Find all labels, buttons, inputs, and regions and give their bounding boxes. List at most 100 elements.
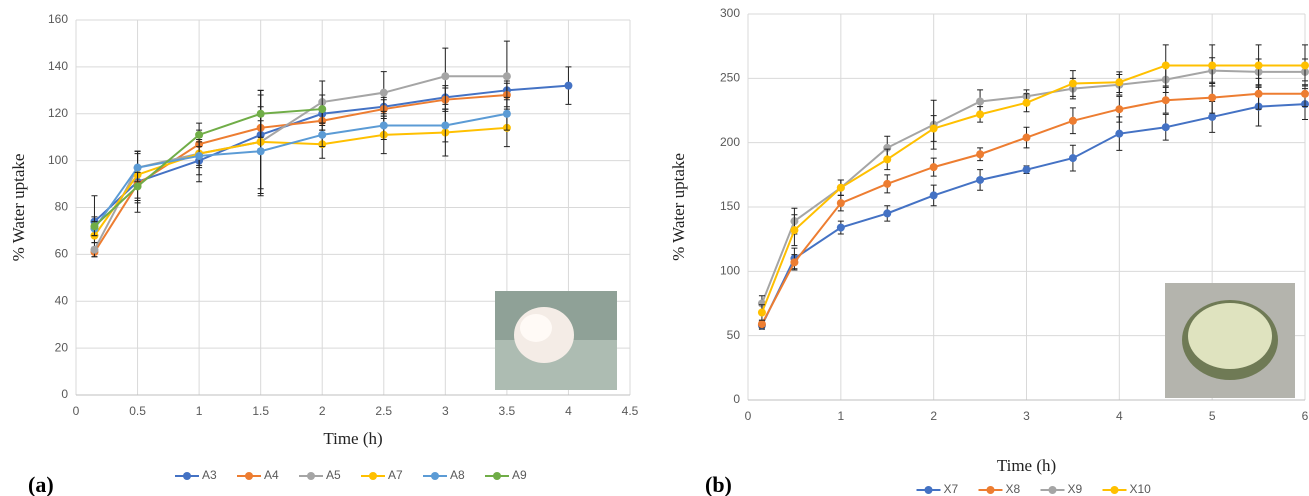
data-point bbox=[1301, 61, 1309, 70]
data-point bbox=[133, 182, 142, 191]
y-tick-label: 200 bbox=[720, 135, 740, 149]
x-tick-label: 3 bbox=[1023, 409, 1030, 423]
legend-marker bbox=[245, 472, 253, 480]
data-point bbox=[90, 245, 99, 254]
y-tick-label: 40 bbox=[55, 293, 69, 307]
series-line bbox=[93, 84, 569, 223]
data-point bbox=[195, 130, 204, 139]
y-tick-label: 60 bbox=[55, 247, 69, 261]
y-tick-label: 80 bbox=[55, 200, 69, 214]
x-tick-label: 4 bbox=[1116, 409, 1123, 423]
y-tick-label: 300 bbox=[720, 6, 740, 20]
y-tick-label: 160 bbox=[48, 12, 68, 26]
data-point bbox=[757, 308, 766, 317]
inset-photo-a bbox=[495, 291, 617, 390]
x-tick-label: 3 bbox=[442, 404, 449, 418]
x-tick-label: 6 bbox=[1302, 409, 1309, 423]
data-point bbox=[1161, 96, 1170, 105]
x-tick-label: 3.5 bbox=[499, 404, 516, 418]
legend-marker bbox=[307, 472, 315, 480]
y-tick-label: 150 bbox=[720, 199, 740, 213]
data-point bbox=[757, 320, 766, 329]
x-axis-title: Time (h) bbox=[997, 456, 1056, 475]
data-point bbox=[502, 109, 511, 118]
legend-label: A7 bbox=[388, 468, 403, 482]
data-point bbox=[1022, 98, 1031, 107]
y-axis-title: % Water uptake bbox=[9, 154, 28, 262]
data-point bbox=[1115, 129, 1124, 138]
data-point bbox=[790, 226, 799, 235]
legend-label: X9 bbox=[1068, 482, 1083, 496]
data-point bbox=[502, 72, 511, 81]
data-point bbox=[318, 130, 327, 139]
legend-marker bbox=[1110, 486, 1119, 494]
data-point bbox=[1022, 133, 1031, 142]
data-point bbox=[441, 72, 450, 81]
legend-label: A4 bbox=[264, 468, 279, 482]
data-point bbox=[1115, 78, 1124, 87]
y-tick-label: 100 bbox=[720, 264, 740, 278]
data-point bbox=[976, 97, 985, 106]
x-tick-label: 5 bbox=[1209, 409, 1216, 423]
series-line bbox=[93, 112, 508, 230]
panel-label: (a) bbox=[28, 472, 54, 496]
data-point bbox=[976, 110, 985, 119]
x-tick-label: 1 bbox=[196, 404, 203, 418]
data-point bbox=[256, 109, 265, 118]
legend-marker bbox=[924, 486, 933, 494]
data-point bbox=[1068, 79, 1077, 88]
data-point bbox=[1161, 61, 1170, 70]
legend-marker bbox=[1048, 486, 1057, 494]
data-point bbox=[836, 183, 845, 192]
inset-photo-b bbox=[1165, 283, 1295, 398]
x-tick-label: 0 bbox=[73, 404, 80, 418]
data-point bbox=[1208, 112, 1217, 121]
x-tick-label: 0 bbox=[745, 409, 752, 423]
data-point bbox=[1254, 89, 1263, 98]
panel-label: (b) bbox=[705, 472, 732, 496]
data-point bbox=[133, 163, 142, 172]
data-point bbox=[929, 124, 938, 133]
data-point bbox=[836, 199, 845, 208]
data-point bbox=[976, 150, 985, 159]
y-tick-label: 140 bbox=[48, 59, 68, 73]
y-tick-label: 100 bbox=[48, 153, 68, 167]
data-point bbox=[564, 81, 573, 90]
x-tick-label: 0.5 bbox=[129, 404, 146, 418]
x-tick-label: 2.5 bbox=[375, 404, 392, 418]
data-point bbox=[379, 88, 388, 97]
y-tick-label: 250 bbox=[720, 71, 740, 85]
legend-label: X10 bbox=[1130, 482, 1152, 496]
y-tick-label: 50 bbox=[727, 328, 741, 342]
data-point bbox=[836, 223, 845, 232]
legend-marker bbox=[183, 472, 191, 480]
data-point bbox=[1161, 123, 1170, 132]
data-point bbox=[195, 151, 204, 160]
data-point bbox=[318, 105, 327, 114]
data-point bbox=[883, 155, 892, 164]
data-point bbox=[1208, 93, 1217, 102]
data-point bbox=[976, 175, 985, 184]
legend-marker bbox=[369, 472, 377, 480]
y-tick-label: 120 bbox=[48, 106, 68, 120]
legend-label: X8 bbox=[1006, 482, 1021, 496]
x-tick-label: 1 bbox=[837, 409, 844, 423]
data-point bbox=[1208, 61, 1217, 70]
series-line bbox=[93, 108, 323, 227]
data-point bbox=[1068, 116, 1077, 125]
data-point bbox=[790, 258, 799, 267]
y-tick-label: 0 bbox=[61, 387, 68, 401]
data-point bbox=[1068, 154, 1077, 163]
x-tick-label: 4.5 bbox=[622, 404, 639, 418]
y-axis-title: % Water uptake bbox=[669, 153, 688, 261]
data-point bbox=[1301, 89, 1309, 98]
legend-label: A5 bbox=[326, 468, 341, 482]
data-point bbox=[256, 147, 265, 156]
data-point bbox=[883, 209, 892, 218]
legend-marker bbox=[986, 486, 995, 494]
legend-label: A3 bbox=[202, 468, 217, 482]
y-tick-label: 20 bbox=[55, 340, 69, 354]
data-point bbox=[441, 121, 450, 130]
